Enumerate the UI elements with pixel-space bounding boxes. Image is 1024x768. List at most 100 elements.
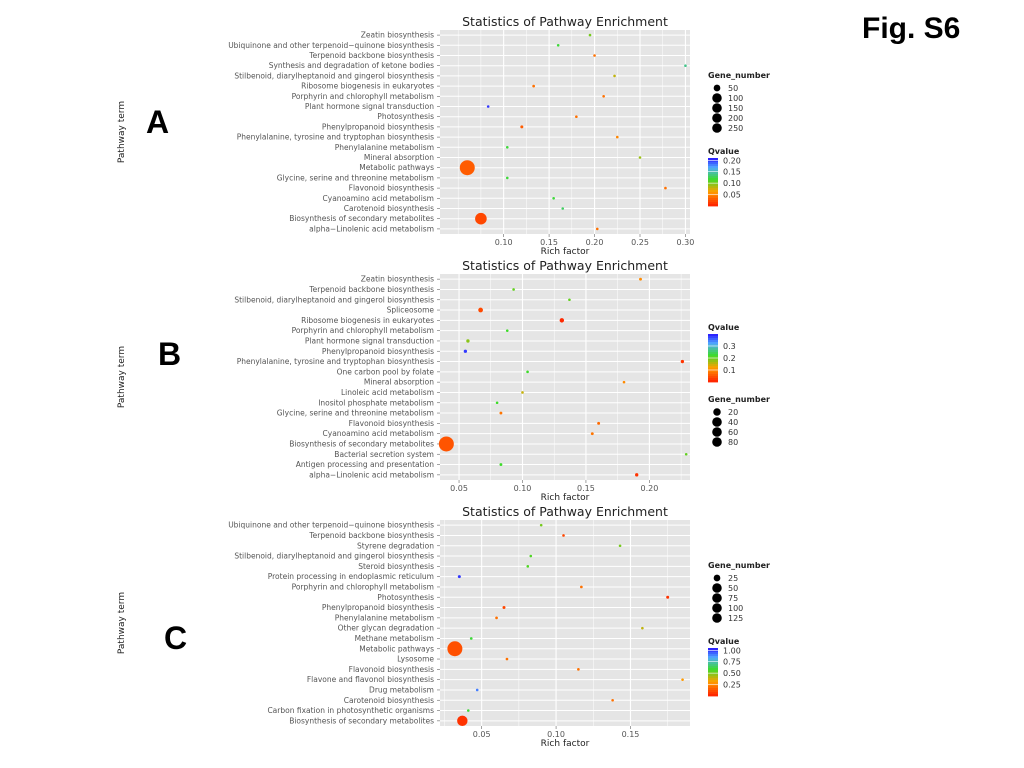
color-legend-swatch bbox=[708, 336, 718, 339]
data-point bbox=[526, 370, 529, 374]
size-legend-dot bbox=[712, 603, 722, 613]
color-legend-swatch bbox=[708, 356, 718, 359]
category-label: Phenylalanine, tyrosine and tryptophan b… bbox=[237, 357, 434, 366]
size-legend-title: Gene_number bbox=[708, 71, 770, 80]
data-point bbox=[521, 391, 524, 394]
category-label: Steroid biosynthesis bbox=[358, 562, 434, 571]
color-legend-swatch bbox=[708, 694, 718, 697]
x-axis-label: Rich factor bbox=[541, 739, 590, 749]
color-legend-swatch bbox=[708, 678, 718, 681]
color-legend-swatch bbox=[708, 670, 718, 673]
x-tick-label: 0.10 bbox=[495, 238, 513, 247]
color-legend-swatch bbox=[708, 184, 718, 187]
category-label: Synthesis and degradation of ketone bodi… bbox=[269, 61, 434, 70]
data-point bbox=[459, 160, 475, 176]
color-legend-swatch bbox=[708, 196, 718, 199]
color-legend-swatch bbox=[708, 354, 718, 357]
y-axis-label: Pathway term bbox=[117, 592, 127, 654]
data-point bbox=[499, 411, 503, 415]
category-label: Flavonoid biosynthesis bbox=[349, 184, 434, 193]
color-legend-label: 0.2 bbox=[723, 354, 736, 363]
data-point bbox=[475, 212, 487, 225]
data-point bbox=[526, 565, 530, 568]
data-point bbox=[505, 146, 509, 149]
category-label: Glycine, serine and threonine metabolism bbox=[277, 173, 434, 182]
size-legend-dot bbox=[712, 113, 722, 123]
size-legend-dot bbox=[713, 84, 721, 92]
color-legend-swatch bbox=[708, 358, 718, 361]
category-label: alpha−Linolenic acid metabolism bbox=[309, 224, 434, 233]
color-legend-swatch bbox=[708, 160, 718, 163]
category-label: Stilbenoid, diarylheptanoid and gingerol… bbox=[234, 295, 434, 304]
category-label: Other glycan degradation bbox=[338, 624, 435, 633]
color-legend-swatch bbox=[708, 174, 718, 177]
category-label: Drug metabolism bbox=[369, 685, 434, 694]
color-legend-swatch bbox=[708, 346, 718, 349]
color-legend-swatch bbox=[708, 342, 718, 345]
color-legend-swatch bbox=[708, 664, 718, 667]
size-legend-dot bbox=[712, 427, 722, 437]
category-label: Methane metabolism bbox=[355, 634, 434, 643]
size-legend-label: 150 bbox=[728, 104, 743, 113]
color-legend-swatch bbox=[708, 192, 718, 195]
chart-title: Statistics of Pathway Enrichment bbox=[462, 14, 668, 29]
color-legend-swatch bbox=[708, 686, 718, 689]
data-point bbox=[641, 626, 644, 630]
color-legend-swatch bbox=[708, 380, 718, 383]
plot-background bbox=[440, 274, 690, 480]
color-legend-swatch bbox=[708, 654, 718, 657]
data-point bbox=[568, 298, 571, 302]
size-legend-dot bbox=[712, 417, 722, 427]
category-label: Terpenoid backbone biosynthesis bbox=[308, 285, 434, 294]
color-legend-title: Qvalue bbox=[708, 147, 740, 156]
x-tick-label: 0.25 bbox=[631, 238, 649, 247]
category-label: Bacterial secretion system bbox=[334, 450, 434, 459]
data-point bbox=[512, 288, 515, 291]
category-label: Biosynthesis of secondary metabolites bbox=[289, 439, 434, 448]
category-label: Plant hormone signal transduction bbox=[305, 102, 434, 111]
color-legend-title: Qvalue bbox=[708, 323, 740, 332]
size-legend-dot bbox=[712, 123, 722, 133]
data-point bbox=[532, 84, 535, 88]
size-legend-label: 75 bbox=[728, 594, 738, 603]
category-label: Mineral absorption bbox=[364, 378, 434, 387]
color-legend-swatch bbox=[708, 186, 718, 189]
data-point bbox=[495, 401, 499, 405]
color-legend-swatch bbox=[708, 688, 718, 691]
panel-letter-c: C bbox=[164, 620, 188, 656]
color-legend-swatch bbox=[708, 168, 718, 171]
data-point bbox=[622, 380, 626, 384]
color-legend-swatch bbox=[708, 200, 718, 203]
category-label: Linoleic acid metabolism bbox=[341, 388, 434, 397]
category-label: Cyanoamino acid metabolism bbox=[323, 429, 434, 438]
color-legend-swatch bbox=[708, 692, 718, 695]
data-point bbox=[680, 359, 685, 364]
size-legend-label: 50 bbox=[728, 84, 738, 93]
data-point bbox=[597, 421, 601, 425]
category-label: Metabolic pathways bbox=[359, 644, 434, 653]
chart-title: Statistics of Pathway Enrichment bbox=[462, 258, 668, 273]
data-point bbox=[505, 176, 509, 180]
x-axis-label: Rich factor bbox=[541, 493, 590, 503]
color-legend-swatch bbox=[708, 662, 718, 665]
data-point bbox=[664, 186, 667, 190]
color-legend-swatch bbox=[708, 666, 718, 669]
color-legend-swatch bbox=[708, 350, 718, 353]
category-label: Plant hormone signal transduction bbox=[305, 336, 434, 345]
size-legend-dot bbox=[712, 593, 722, 603]
size-legend-label: 50 bbox=[728, 584, 738, 593]
category-label: Spliceosome bbox=[387, 306, 435, 315]
data-point bbox=[463, 349, 468, 353]
color-legend-swatch bbox=[708, 656, 718, 659]
size-legend-label: 40 bbox=[728, 418, 738, 427]
category-label: One carbon pool by folate bbox=[337, 367, 435, 376]
data-point bbox=[466, 339, 470, 343]
color-legend-swatch bbox=[708, 172, 718, 175]
data-point bbox=[457, 715, 468, 727]
data-point bbox=[684, 452, 688, 456]
x-tick-label: 0.20 bbox=[640, 484, 658, 493]
data-point bbox=[486, 105, 490, 108]
size-legend-dot bbox=[712, 613, 722, 623]
color-legend-swatch bbox=[708, 648, 718, 651]
category-label: Zeatin biosynthesis bbox=[361, 31, 434, 40]
